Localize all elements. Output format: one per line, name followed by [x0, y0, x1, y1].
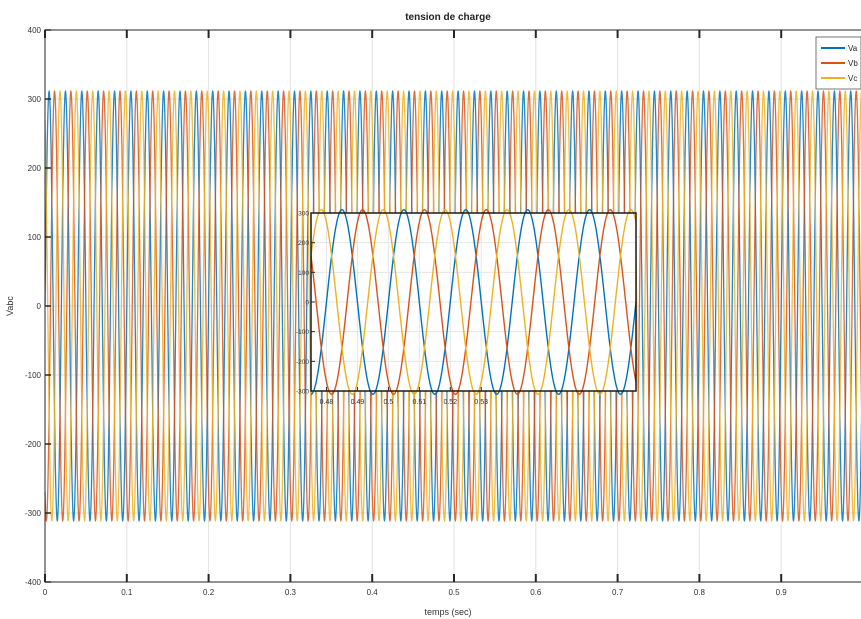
y-tick-label: -100: [25, 371, 42, 380]
inset-y-tick-label: -300: [296, 389, 309, 396]
x-tick-label: 0.5: [448, 588, 460, 597]
x-tick-label: 0.9: [776, 588, 788, 597]
series-line-vc: [44, 89, 861, 523]
x-tick-label: 0.6: [530, 588, 542, 597]
x-tick-label: 0.4: [367, 588, 379, 597]
inset-series-line-va: [310, 209, 637, 395]
legend-items: Va Vb Vc: [821, 44, 858, 83]
y-tick-label: 300: [28, 95, 42, 104]
x-tick-label: 0: [43, 588, 48, 597]
x-tick-label: 0.2: [203, 588, 215, 597]
series-line-vb: [44, 89, 861, 523]
y-tick-label: 0: [37, 302, 42, 311]
x-axis-label: temps (sec): [424, 607, 471, 617]
inset-axes: 0.48 0.49 0.5 0.51 0.52 0.53 -300 -200 -100 0 100 2…: [296, 209, 637, 407]
inset-y-tick-label: 100: [298, 270, 309, 277]
legend: Va Vb Vc: [815, 36, 861, 90]
y-tick-label: 200: [28, 164, 42, 173]
legend-label-vc: Vc: [848, 74, 857, 83]
y-tick-label: -300: [25, 509, 42, 518]
inset-y-tick-label: 0: [305, 300, 309, 307]
y-tick-label: -200: [25, 440, 42, 449]
legend-label-vb: Vb: [848, 59, 858, 68]
inset-x-tick-label: 0.5: [384, 399, 394, 406]
inset-x-tick-label: 0.52: [443, 399, 457, 406]
legend-label-va: Va: [848, 44, 858, 53]
inset-x-tick-label: 0.51: [413, 399, 427, 406]
x-tick-label: 0.3: [285, 588, 297, 597]
inset-x-tick-label: 0.53: [474, 399, 488, 406]
y-axis-label: Vabc: [5, 296, 15, 316]
main-ticks: 0 0.1 0.2 0.3 0.4 0.5 0.6 0.7 0.8 0.9 -400 -300 -200…: [25, 26, 787, 597]
x-tick-label: 0.7: [612, 588, 624, 597]
x-tick-label: 0.8: [694, 588, 706, 597]
inset-ticks: 0.48 0.49 0.5 0.51 0.52 0.53 -300 -200 -100 0 100 2…: [296, 211, 488, 407]
y-tick-label: -400: [25, 578, 42, 587]
y-tick-label: 400: [28, 26, 42, 35]
inset-x-tick-label: 0.49: [351, 399, 365, 406]
inset-y-tick-label: -200: [296, 359, 309, 366]
y-tick-label: 100: [28, 233, 42, 242]
chart-title: tension de charge: [405, 12, 491, 23]
inset-y-tick-label: 300: [298, 211, 309, 218]
inset-y-tick-label: -100: [296, 329, 309, 336]
inset-x-tick-label: 0.48: [320, 399, 334, 406]
inset-y-tick-label: 200: [298, 240, 309, 247]
x-tick-label: 0.1: [121, 588, 133, 597]
